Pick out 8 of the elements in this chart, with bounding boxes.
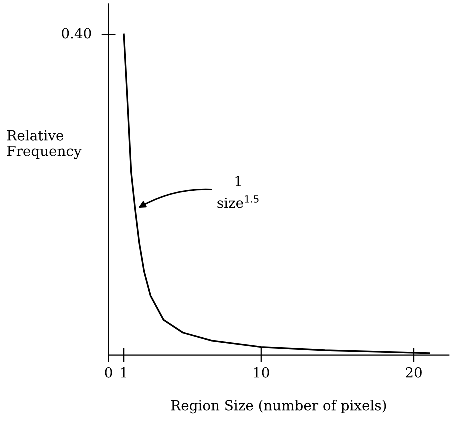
- annotation: 1 size$^{1.5}$: [218, 176, 259, 208]
- x-axis-title: Region Size (number of pixels): [171, 400, 386, 414]
- y-axis-title: Relative Frequency: [7, 130, 82, 160]
- x-tick-label: 20: [406, 367, 422, 378]
- x-tick-label: 1: [121, 367, 127, 378]
- x-tick-label: 10: [254, 367, 270, 378]
- x-tick-label: 0: [105, 367, 112, 378]
- text: 0.40: [62, 28, 92, 39]
